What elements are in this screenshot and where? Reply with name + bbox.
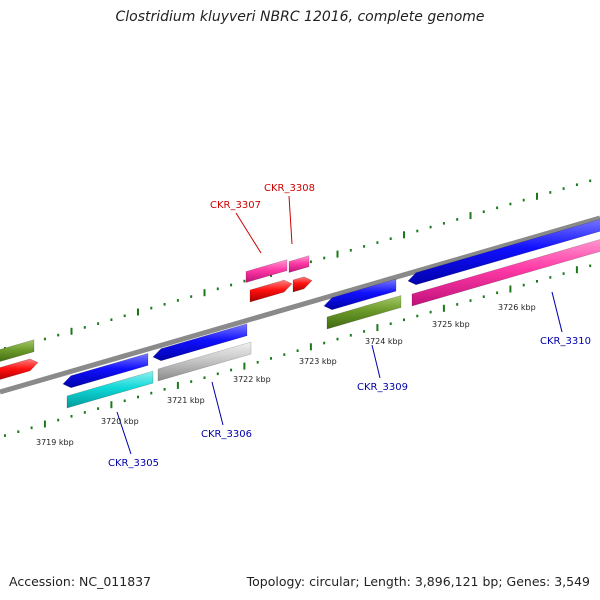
kbp-label-3723: 3723 kbp <box>299 357 337 366</box>
gene-red-ckr3307 <box>249 279 293 303</box>
gene-red-upper-left <box>0 358 39 380</box>
kbp-label-3719: 3719 kbp <box>36 438 74 447</box>
leader-ckr3307 <box>235 212 262 254</box>
gene-features <box>0 219 600 409</box>
kbp-label-3724: 3724 kbp <box>365 337 403 346</box>
gene-green-ckr3309 <box>326 295 402 330</box>
gene-pink-ckr3310 <box>411 239 600 307</box>
kbp-label-3721: 3721 kbp <box>167 396 205 405</box>
kbp-label-3720: 3720 kbp <box>101 417 139 426</box>
map-title: Clostridium kluyveri NBRC 12016, complet… <box>115 9 485 25</box>
kbp-label-3722: 3722 kbp <box>233 375 271 384</box>
gene-pink-ckr3308 <box>288 255 310 273</box>
accession-text: Accession: NC_011837 <box>9 574 152 589</box>
gene-cyan-ckr3305 <box>66 370 154 409</box>
gene-label-ckr3307[interactable]: CKR_3307 <box>210 200 261 211</box>
leader-ckr3310 <box>551 291 563 333</box>
leader-ckr3306 <box>211 381 224 426</box>
gene-blue-ckr3306 <box>152 323 248 362</box>
gene-green-upper-left <box>0 339 35 362</box>
gene-blue-ckr3310 <box>407 219 600 286</box>
gene-label-ckr3310[interactable]: CKR_3310 <box>540 336 591 347</box>
leader-ckr3308 <box>288 195 293 245</box>
gene-blue-ckr3309 <box>323 278 397 311</box>
gene-label-ckr3309[interactable]: CKR_3309 <box>357 382 408 393</box>
leader-ckr3309 <box>371 344 381 379</box>
genome-backbone <box>0 215 600 395</box>
gene-blue-ckr3305 <box>62 353 149 389</box>
leader-ckr3305 <box>116 411 132 455</box>
gene-label-ckr3305[interactable]: CKR_3305 <box>108 458 159 469</box>
genome-summary-text: Topology: circular; Length: 3,896,121 bp… <box>246 574 590 589</box>
gene-label-ckr3306[interactable]: CKR_3306 <box>201 429 252 440</box>
gene-pink-ckr3307 <box>245 259 288 283</box>
kbp-label-3726: 3726 kbp <box>498 303 536 312</box>
gene-red-ckr3308 <box>292 276 313 293</box>
gene-gray-ckr3306 <box>157 341 252 382</box>
kbp-label-3725: 3725 kbp <box>432 320 470 329</box>
gene-label-leaders <box>116 195 563 455</box>
gene-label-ckr3308[interactable]: CKR_3308 <box>264 183 315 194</box>
